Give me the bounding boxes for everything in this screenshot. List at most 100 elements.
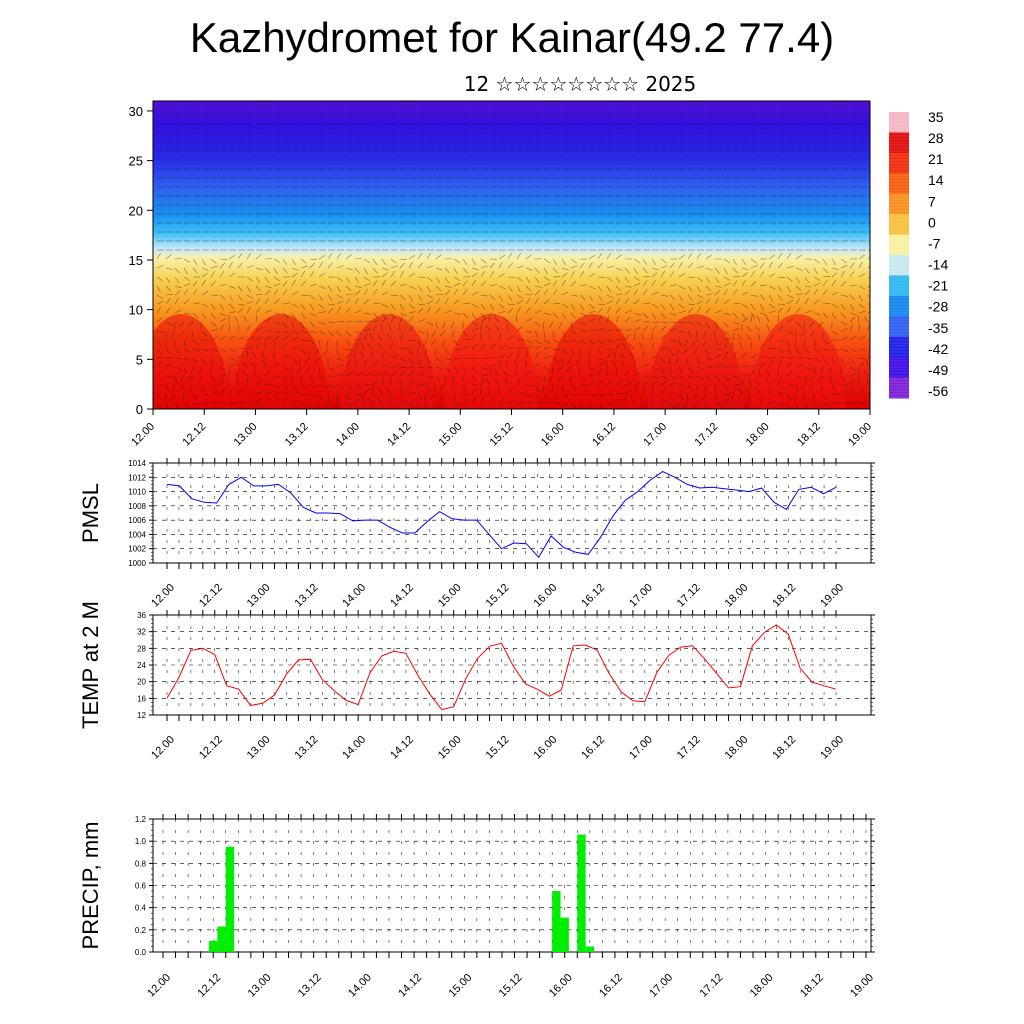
wind-barb (678, 285, 686, 290)
wind-barb (525, 293, 533, 296)
wind-barb (682, 402, 689, 408)
y-tick-label: 0 (136, 402, 143, 417)
wind-barb (264, 370, 270, 377)
wind-barb (660, 366, 665, 374)
wind-barb (444, 357, 452, 361)
wind-barb (615, 307, 621, 314)
wind-barb (624, 334, 630, 341)
colorbar-label: -21 (928, 278, 948, 294)
wind-barb (723, 342, 728, 350)
wind-barb (624, 289, 631, 296)
wind-barb (494, 370, 500, 377)
wind-barb (444, 276, 450, 283)
wind-barb (813, 357, 821, 362)
x-tick-label: 12.00 (129, 421, 157, 449)
x-tick-label: 15.12 (484, 734, 512, 762)
wind-barb (156, 356, 164, 359)
series-line (166, 624, 837, 711)
wind-barb (381, 279, 386, 287)
wind-barb (399, 284, 407, 287)
wind-barb (435, 276, 440, 284)
wind-barb (766, 324, 770, 332)
wind-barb (345, 360, 350, 368)
wind-barb (669, 339, 677, 342)
wind-barb (300, 270, 306, 278)
wind-barb (399, 347, 407, 350)
wind-barb (831, 348, 839, 352)
x-tick-label: 14.12 (388, 582, 416, 610)
wind-barb (642, 258, 648, 266)
wind-barb (489, 344, 496, 350)
wind-barb (309, 393, 317, 398)
wind-barb (543, 330, 545, 339)
wind-barb (516, 294, 524, 299)
wind-barb (849, 316, 856, 323)
wind-barb (777, 276, 785, 279)
wind-barb (450, 321, 455, 329)
wind-barb (629, 352, 635, 359)
wind-barb (488, 315, 491, 323)
wind-barb (858, 357, 866, 360)
series-line (166, 471, 837, 559)
wind-barb (453, 282, 461, 287)
wind-barb (660, 258, 667, 264)
wind-barb (732, 365, 740, 368)
wind-barb (633, 327, 641, 332)
y-tick-label: 28 (137, 644, 146, 653)
wind-barb (201, 272, 208, 278)
wind-barb (327, 294, 333, 301)
wind-barb (273, 267, 278, 275)
wind-barb (570, 321, 573, 329)
wind-barb (723, 365, 731, 368)
wind-barb (768, 334, 774, 341)
colorbar-swatch (889, 152, 909, 174)
wind-barb (363, 312, 371, 315)
wind-barb (264, 392, 272, 395)
wind-barb (606, 328, 614, 332)
wind-barb (300, 384, 308, 389)
wind-barb (219, 388, 225, 395)
wind-barb (692, 393, 698, 400)
wind-barb (264, 258, 272, 260)
precip-panel: 0.0 0.2 0.4 0.6 0.8 1.0 1.2 12.00 12.12 13.00 13.1… (78, 814, 876, 1000)
wind-barb (228, 369, 231, 377)
wind-barb (291, 347, 299, 350)
wind-barb (246, 300, 254, 305)
wind-barb (723, 276, 731, 281)
wind-barb (462, 393, 470, 396)
wind-barb (336, 306, 341, 314)
plot-frame (152, 462, 872, 564)
wind-barb (498, 303, 505, 309)
wind-barb (828, 366, 833, 374)
wind-barb (597, 315, 602, 323)
wind-barb (642, 387, 645, 395)
wind-barb (651, 355, 659, 359)
wind-barb (723, 351, 728, 359)
wind-barb (803, 321, 806, 329)
wind-barb (263, 360, 266, 368)
wind-barb (777, 378, 782, 386)
wind-barb (597, 393, 605, 397)
wind-barb (210, 321, 217, 327)
wind-barb (300, 330, 308, 334)
wind-barb (534, 276, 540, 283)
wind-barb (822, 312, 828, 319)
wind-barb (255, 397, 262, 404)
wind-barb (183, 288, 188, 296)
wind-barb (741, 312, 746, 320)
wind-barb (624, 316, 631, 323)
wind-barb (543, 393, 549, 400)
wind-barb (561, 330, 566, 338)
warm-bubble (443, 314, 539, 409)
wind-barb (399, 366, 407, 369)
wind-barb (462, 302, 470, 305)
wind-barb (273, 330, 281, 334)
wind-barb (561, 348, 568, 354)
wind-barb (750, 312, 756, 319)
wind-barb (750, 294, 758, 297)
wind-barb (236, 378, 239, 386)
wind-barb (264, 383, 272, 386)
wind-barb (363, 360, 367, 368)
wind-barb (480, 378, 484, 386)
